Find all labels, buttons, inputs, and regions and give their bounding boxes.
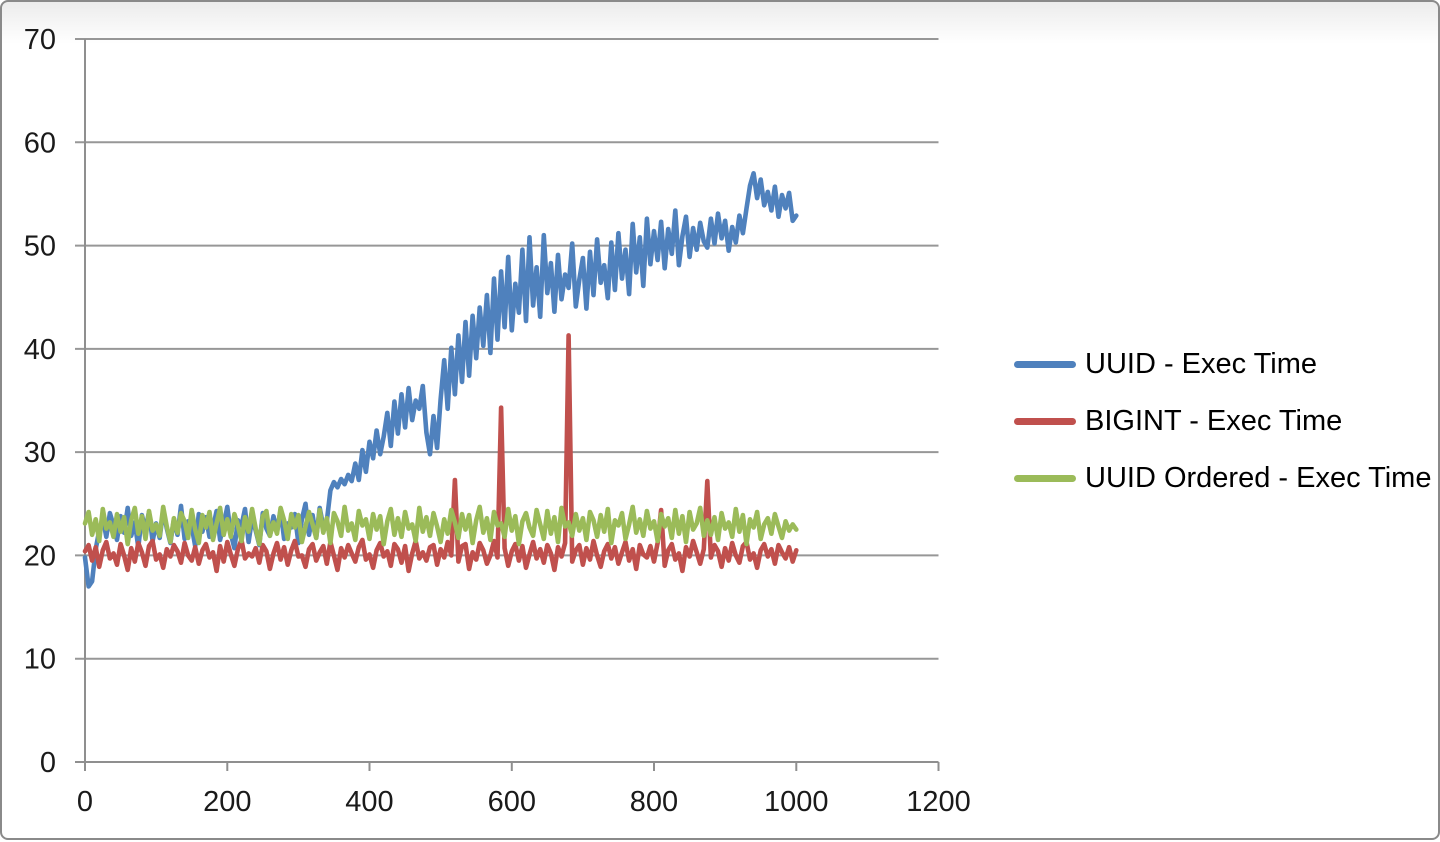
y-tick-label-0: 0 [40,747,56,779]
y-tick-label-60: 60 [24,127,56,159]
x-tick-label-400: 400 [345,786,393,818]
x-tick-label-600: 600 [488,786,536,818]
legend-label-bigint: BIGINT - Exec Time [1085,405,1343,437]
legend-swatch-uuid-icon [1014,361,1076,368]
x-tick-label-800: 800 [630,786,678,818]
x-tick-label-1200: 1200 [906,786,971,818]
x-tick-label-200: 200 [203,786,251,818]
legend-item-uuid[interactable]: UUID - Exec Time [1014,336,1431,393]
legend-label-uuid-ordered: UUID Ordered - Exec Time [1085,462,1432,494]
legend-item-bigint[interactable]: BIGINT - Exec Time [1014,393,1431,450]
legend: UUID - Exec Time BIGINT - Exec Time UUID… [1014,336,1431,507]
y-tick-label-10: 10 [24,644,56,676]
x-tick-label-1000: 1000 [764,786,829,818]
y-tick-label-20: 20 [24,540,56,572]
x-tick-label-0: 0 [77,786,93,818]
series-line-1 [82,333,799,574]
legend-item-uuid-ordered[interactable]: UUID Ordered - Exec Time [1014,450,1431,507]
legend-swatch-uuid-ordered-icon [1014,475,1076,482]
y-tick-label-50: 50 [24,231,56,263]
y-tick-label-30: 30 [24,437,56,469]
series-line-2 [82,504,799,547]
y-tick-label-40: 40 [24,334,56,366]
legend-label-uuid: UUID - Exec Time [1085,348,1318,380]
legend-swatch-bigint-icon [1014,418,1076,425]
y-tick-label-70: 70 [24,24,56,56]
